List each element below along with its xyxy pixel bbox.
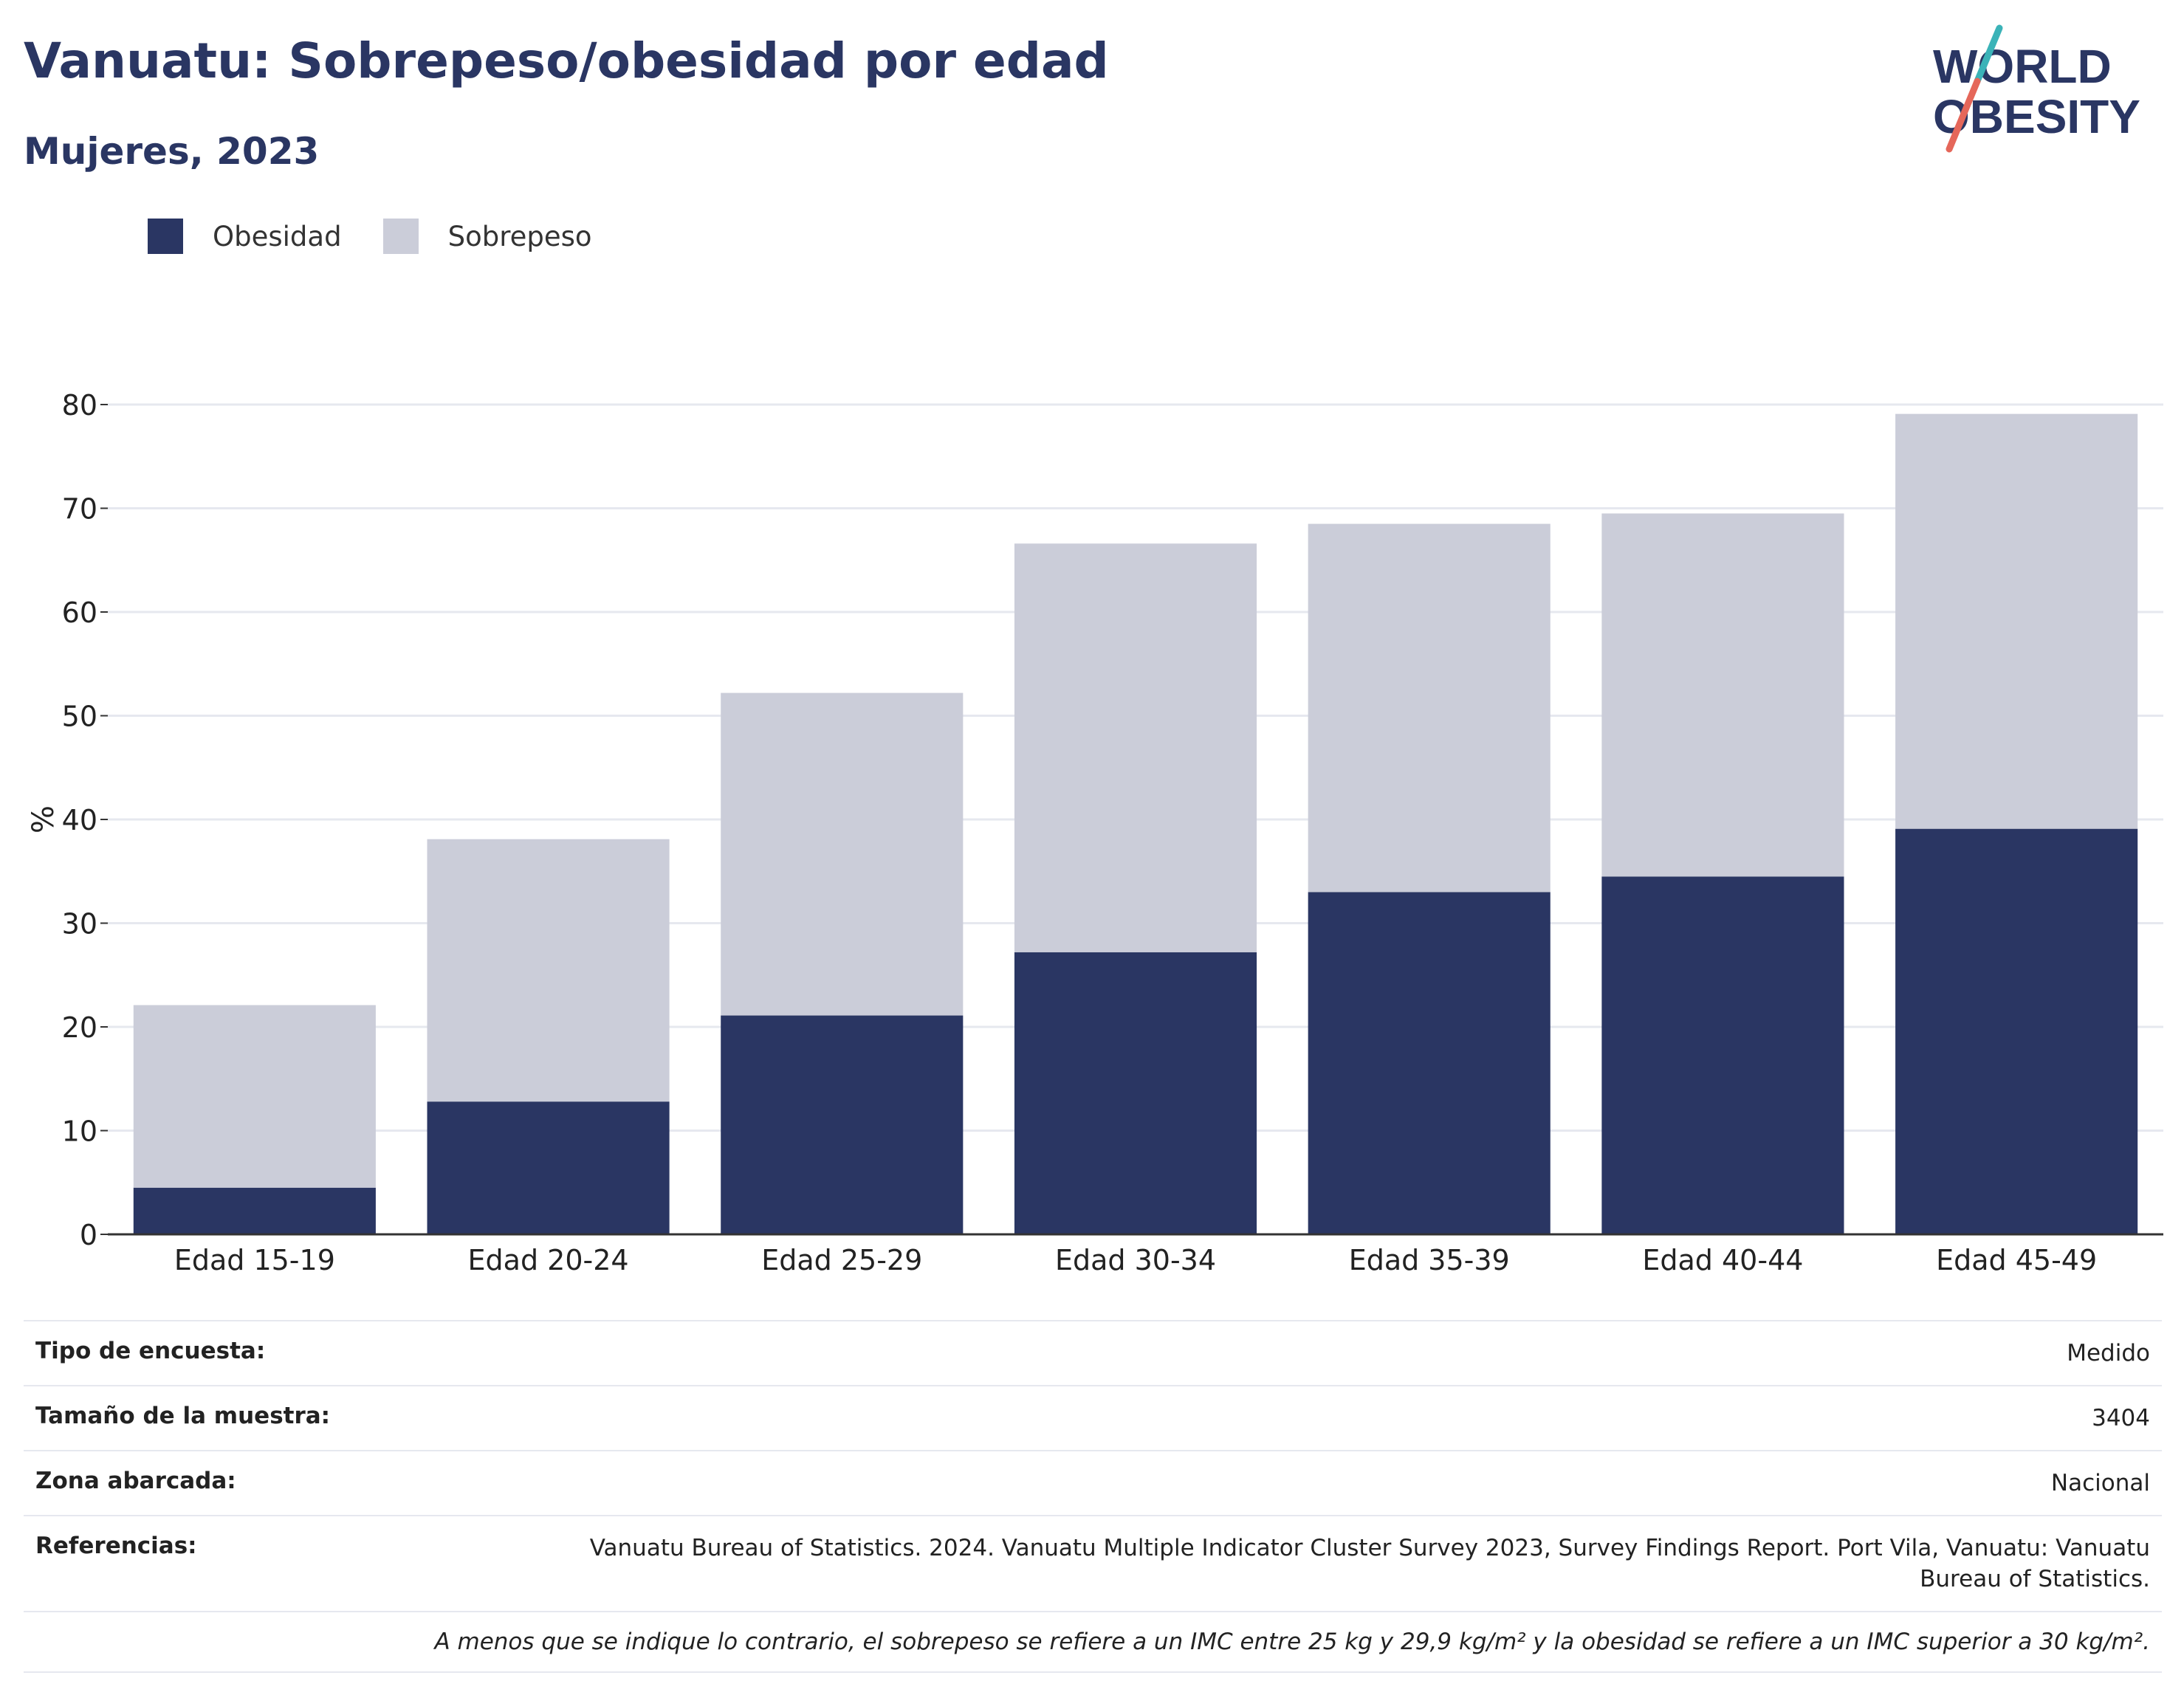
x-axis-ticks: Edad 15-19 Edad 20-24 Edad 25-29 Edad 30-34… [174,1244,2097,1276]
survey-info-table: Tipo de encuesta: Medido Tamaño de la mu… [24,1320,2162,1673]
bar-obesity-7 [1895,828,2138,1234]
y-tick-label: 0 [80,1219,97,1251]
info-row-survey-type: Tipo de encuesta: Medido [24,1320,2162,1385]
legend-item-overweight: Sobrepeso [382,219,592,254]
y-tick-label: 10 [62,1115,97,1148]
y-tick-label: 80 [62,389,97,422]
info-value: Medido [2067,1340,2150,1366]
y-tick-label: 50 [62,701,97,733]
info-row-area-covered: Zona abarcada: Nacional [24,1450,2162,1515]
y-tick-label: 20 [62,1011,97,1044]
bar-obesity-3 [721,1015,964,1234]
x-tick-label: Edad 40-44 [1642,1244,1803,1276]
bar-overweight-3 [721,692,964,1016]
x-tick-label: Edad 20-24 [468,1244,629,1276]
chart-subtitle: Mujeres, 2023 [24,130,320,173]
bar-obesity-1 [133,1187,376,1234]
bar-overweight-7 [1895,413,2138,829]
info-value: Vanuatu Bureau of Statistics. 2024. Vanu… [589,1535,2150,1592]
y-axis-label: % [27,805,61,833]
chart-legend: Obesidad Sobrepeso [148,219,633,254]
info-value: Nacional [2050,1470,2150,1496]
y-tick-label: 30 [62,908,97,941]
legend-swatch-overweight [382,219,419,254]
svg-text:WORLD: WORLD [1933,40,2112,93]
info-key: Referencias: [35,1533,197,1559]
bar-overweight-1 [133,1005,376,1188]
info-key: Tipo de encuesta: [35,1338,266,1364]
info-row-references: Referencias: Vanuatu Bureau of Statistic… [24,1515,2162,1611]
info-key: Zona abarcada: [35,1468,236,1494]
bar-overweight-4 [1014,543,1257,952]
x-tick-label: Edad 25-29 [761,1244,922,1276]
bar-overweight-6 [1601,513,1844,877]
bar-overweight-2 [427,839,670,1102]
chart-title: Vanuatu: Sobrepeso/obesidad por edad [24,32,1109,89]
legend-label-overweight: Sobrepeso [447,220,592,252]
x-tick-label: Edad 35-39 [1349,1244,1510,1276]
legend-label-obesity: Obesidad [213,220,342,252]
y-tick-label: 40 [62,804,97,836]
bar-overweight-5 [1308,523,1551,893]
y-tick-label: 70 [62,493,97,526]
chart-bars [133,413,2138,1234]
info-key: Tamaño de la muestra: [35,1403,331,1429]
y-tick-label: 60 [62,596,97,629]
info-row-sample-size: Tamaño de la muestra: 3404 [24,1385,2162,1450]
legend-item-obesity: Obesidad [148,219,342,254]
x-tick-label: Edad 15-19 [174,1244,335,1276]
bar-obesity-5 [1308,892,1551,1234]
legend-swatch-obesity [148,219,183,254]
info-value: 3404 [2092,1405,2150,1431]
x-tick-label: Edad 45-49 [1936,1244,2097,1276]
bar-obesity-4 [1014,952,1257,1234]
definition-note: A menos que se indique lo contrario, el … [24,1611,2162,1673]
bar-obesity-6 [1601,876,1844,1234]
y-axis-ticks: 0 10 20 30 40 50 60 70 80 [62,389,108,1251]
world-obesity-logo: WORLD OBESITY [1933,24,2140,153]
x-tick-label: Edad 30-34 [1055,1244,1216,1276]
bar-obesity-2 [427,1101,670,1234]
